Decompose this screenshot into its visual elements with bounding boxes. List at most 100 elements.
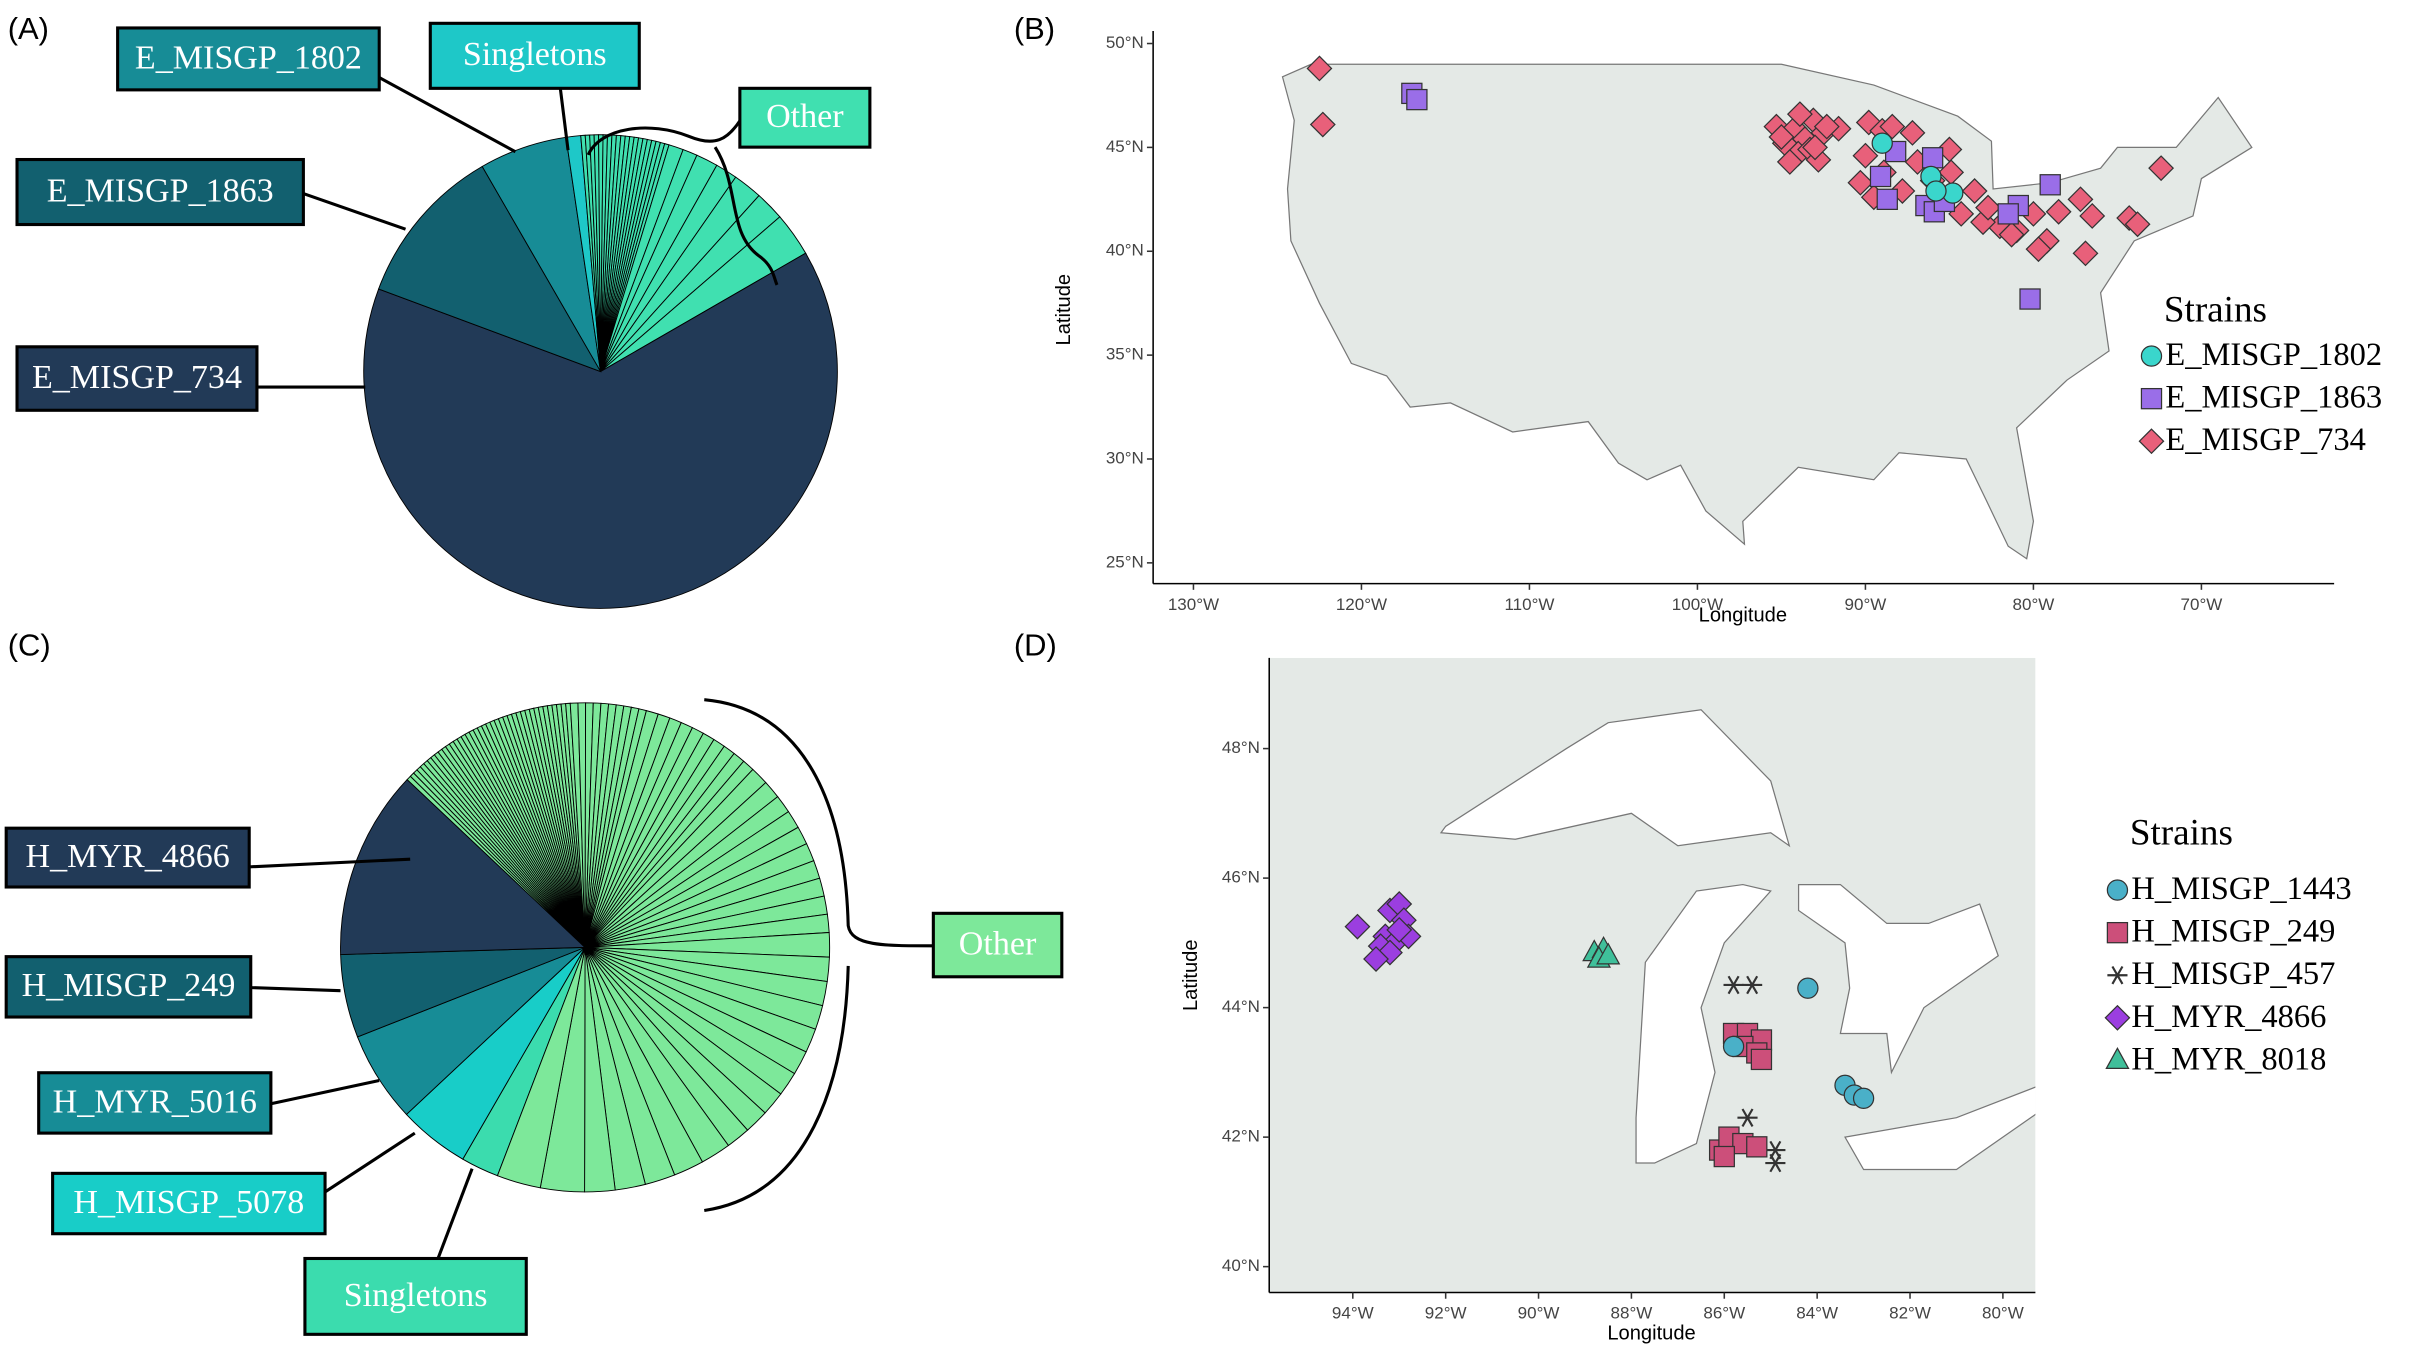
point xyxy=(1876,188,1898,210)
slice-label: E_MISGP_1802 xyxy=(135,39,362,76)
point xyxy=(2045,198,2072,225)
point xyxy=(2148,155,2175,182)
point xyxy=(1847,169,1874,196)
point xyxy=(1797,977,1819,999)
legend-label: E_MISGP_734 xyxy=(2165,422,2365,458)
x-tick-label: 100°W xyxy=(1672,595,1723,614)
legend-title: Strains xyxy=(2130,812,2233,853)
leader-line xyxy=(250,986,341,993)
point xyxy=(2072,240,2099,267)
y-axis-label: Latitude xyxy=(1180,939,1202,1011)
x-tick-label: 80°W xyxy=(2013,595,2055,614)
point xyxy=(1750,1048,1773,1071)
y-tick-label: 44°N xyxy=(1222,997,1260,1016)
x-tick-label: 90°W xyxy=(1518,1304,1560,1323)
leader-line xyxy=(270,1078,380,1106)
map xyxy=(1281,63,2253,560)
legend-marker xyxy=(2140,387,2163,410)
slice-label: H_MISGP_5078 xyxy=(73,1184,304,1221)
slice-label: Singletons xyxy=(344,1277,488,1314)
lake xyxy=(1844,1086,2036,1171)
label-box xyxy=(51,1171,327,1236)
x-tick-label: 82°W xyxy=(1889,1304,1931,1323)
point xyxy=(2124,211,2151,238)
legend-title: Strains xyxy=(2164,289,2267,330)
label-box xyxy=(15,345,259,412)
y-tick-label: 50°N xyxy=(1106,33,1144,52)
point xyxy=(2019,288,2041,310)
point xyxy=(1723,975,1744,995)
point xyxy=(1713,1145,1735,1168)
legend-label: H_MYR_8018 xyxy=(2131,1041,2326,1077)
x-tick-label: 120°W xyxy=(1336,595,1387,614)
label-box xyxy=(4,826,251,889)
point xyxy=(1596,942,1621,965)
point xyxy=(1306,55,1333,82)
y-tick-label: 45°N xyxy=(1106,137,1144,156)
point xyxy=(1998,221,2025,248)
point xyxy=(2067,186,2094,213)
lake xyxy=(1635,883,1772,1164)
point xyxy=(1879,113,1906,140)
point xyxy=(1921,147,1944,169)
legend-marker xyxy=(2106,921,2129,944)
legend-label: H_MISGP_457 xyxy=(2131,956,2335,992)
legend-label: E_MISGP_1863 xyxy=(2165,380,2382,416)
point xyxy=(1722,1035,1745,1058)
point xyxy=(2039,174,2061,196)
point xyxy=(1742,975,1763,995)
leader-line xyxy=(249,857,411,869)
point xyxy=(1786,101,1813,128)
panel-label: (D) xyxy=(1014,627,1057,662)
point xyxy=(1776,148,1803,175)
label-box xyxy=(116,26,381,92)
legend-label: H_MISGP_249 xyxy=(2131,914,2335,950)
pie-slice xyxy=(363,252,838,609)
bracket xyxy=(704,698,934,1213)
x-axis-label: Longitude xyxy=(1607,1323,1695,1345)
slice-label: Singletons xyxy=(463,36,607,73)
lake xyxy=(1797,883,1999,1075)
point xyxy=(1386,916,1413,943)
y-tick-label: 40°N xyxy=(1106,241,1144,260)
legend-label: H_MISGP_1443 xyxy=(2131,871,2351,907)
leader-line xyxy=(436,1168,474,1260)
x-axis-label: Longitude xyxy=(1699,604,1787,626)
label-box xyxy=(37,1071,273,1135)
x-tick-label: 86°W xyxy=(1703,1304,1745,1323)
point xyxy=(1925,180,1947,202)
point xyxy=(1802,134,1828,161)
legend-marker xyxy=(2104,1004,2131,1031)
point xyxy=(1997,203,2019,225)
point xyxy=(1869,165,1892,188)
annotation: Other xyxy=(959,925,1037,962)
point xyxy=(1344,913,1371,940)
y-tick-label: 40°N xyxy=(1222,1256,1260,1275)
point xyxy=(1975,194,2002,221)
point xyxy=(1765,1153,1786,1173)
point xyxy=(1768,124,1795,150)
x-tick-label: 90°W xyxy=(1845,595,1887,614)
x-tick-label: 80°W xyxy=(1982,1304,2024,1323)
point xyxy=(1309,111,1336,138)
y-tick-label: 42°N xyxy=(1222,1127,1260,1146)
point xyxy=(1961,178,1988,204)
label-box xyxy=(738,86,872,149)
land xyxy=(1281,63,2253,560)
point xyxy=(1852,142,1879,169)
pie-slice xyxy=(496,947,586,1189)
x-tick-label: 110°W xyxy=(1504,595,1554,614)
point xyxy=(1406,88,1428,111)
y-axis-label: Latitude xyxy=(1053,274,1075,346)
point xyxy=(2079,202,2106,229)
point xyxy=(1899,119,1926,146)
legend-marker xyxy=(2106,879,2129,901)
leader-line xyxy=(302,192,407,231)
legend-marker xyxy=(2107,965,2128,985)
point xyxy=(1871,132,1893,154)
x-tick-label: 88°W xyxy=(1611,1304,1653,1323)
point xyxy=(2025,236,2052,263)
legend-marker xyxy=(2105,1047,2130,1070)
